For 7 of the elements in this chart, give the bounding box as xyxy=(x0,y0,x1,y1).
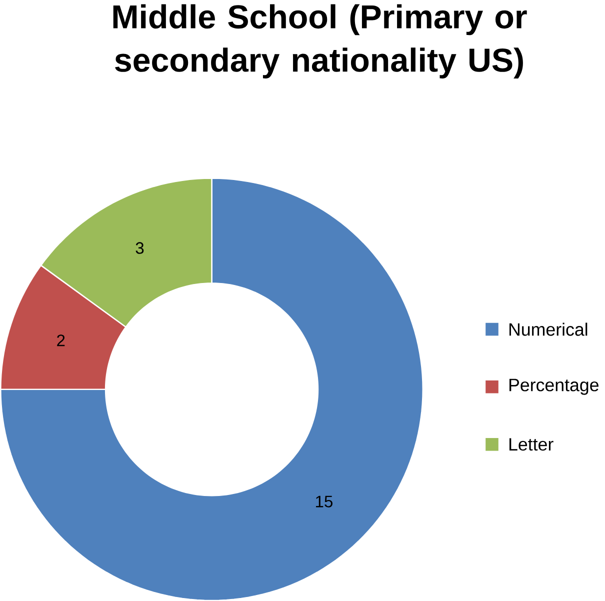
data-label: 15 xyxy=(316,496,332,508)
chart-title: Middle School (Primary or secondary nationality US) xyxy=(113,4,527,78)
legend-label: Numerical xyxy=(509,322,588,336)
data-label: 2 xyxy=(57,334,65,346)
data-label: 3 xyxy=(136,242,144,254)
legend-label: Letter xyxy=(509,438,554,451)
legend-label: Percentage xyxy=(509,378,598,395)
